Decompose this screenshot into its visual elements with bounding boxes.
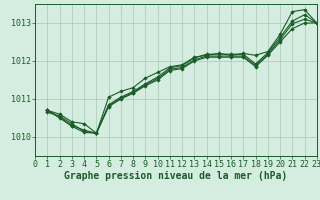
- X-axis label: Graphe pression niveau de la mer (hPa): Graphe pression niveau de la mer (hPa): [64, 171, 288, 181]
